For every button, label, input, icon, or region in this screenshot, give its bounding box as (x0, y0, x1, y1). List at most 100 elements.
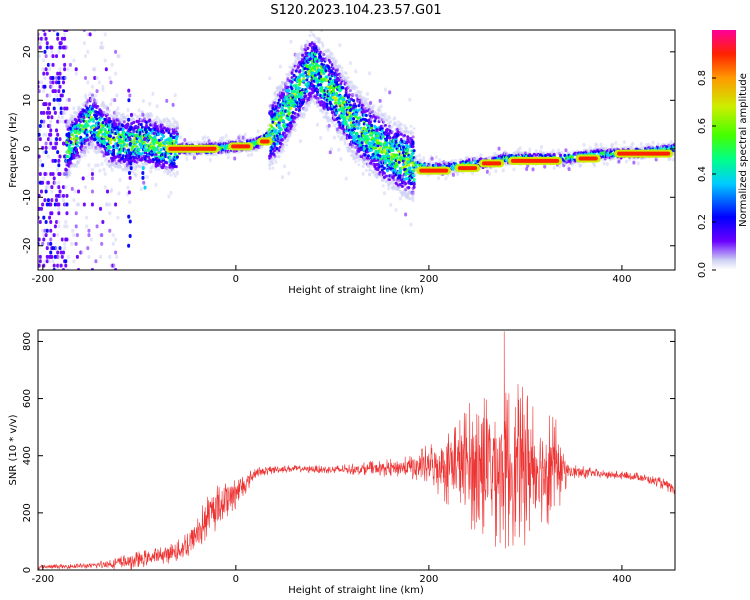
spectrogram-cell (167, 194, 171, 199)
spectrogram-cell (45, 185, 49, 190)
spectrogram-cell (51, 259, 55, 264)
spectrogram-cell (341, 124, 345, 128)
spectrogram-cell (411, 198, 415, 203)
spectrogram-cell (84, 148, 88, 152)
spectrogram-cell (364, 169, 368, 173)
spectrogram-cell (86, 32, 90, 37)
spectrogram-cell (58, 67, 62, 72)
spectrogram-cell (49, 137, 53, 142)
spectrogram-cell (74, 224, 78, 229)
spectrogram-cell (349, 80, 353, 84)
spectrogram-cell (334, 101, 338, 105)
spectrogram-cell (107, 116, 111, 121)
spectrogram-cell (57, 220, 61, 224)
spectrogram-cell (321, 42, 325, 46)
spectrogram-cell (50, 189, 54, 194)
spectrogram-cell (42, 150, 46, 155)
spectrogram-cell (38, 45, 42, 50)
spectrogram-cell (407, 140, 411, 144)
spectrogram-cell (274, 160, 278, 164)
spectrogram-cell (121, 154, 125, 158)
spectrogram-cell (87, 233, 91, 238)
spectrogram-cell (114, 202, 118, 207)
spectrogram-cell (411, 135, 415, 139)
spectrogram-cell (63, 62, 67, 67)
spectrogram-cell (372, 104, 376, 108)
spectrogram-cell (288, 111, 292, 115)
spectrogram-cell (50, 254, 54, 259)
spectrogram-cell (183, 137, 187, 142)
spectrogram-cell (148, 101, 152, 106)
spectrogram-cell (108, 134, 112, 138)
spectrogram-cell (48, 215, 52, 220)
spectrogram-cell (109, 102, 113, 107)
spectrogram-cell (357, 104, 361, 108)
spectrogram-cell (412, 185, 416, 189)
spectrogram-cell (60, 36, 64, 41)
spectrogram-cell (382, 191, 386, 196)
spectrogram-cell (399, 123, 403, 127)
spectrogram-cell (48, 67, 52, 72)
spectrogram-cell (250, 152, 254, 157)
spectrogram-cell (53, 224, 57, 229)
spectrogram-cell (100, 161, 104, 166)
spectrogram-cell (378, 98, 382, 103)
spectrogram-cell (75, 254, 79, 259)
spectrogram-cell (63, 172, 67, 176)
spectrogram-cell (100, 128, 104, 132)
spectrogram-cell (48, 259, 52, 264)
spectrogram-cell (320, 86, 324, 90)
spectrogram-cell (58, 97, 62, 102)
spectrogram-cell (52, 198, 56, 203)
spectrogram-cell (49, 132, 53, 137)
spectrogram-cell (112, 263, 116, 268)
spectrogram-cell (59, 263, 63, 268)
spectrogram-cell (76, 141, 80, 145)
spectrogram-cell (319, 135, 323, 140)
spectrogram-cell (412, 149, 416, 153)
spectrogram-cell (282, 149, 286, 153)
spectrogram-cell (65, 224, 69, 229)
spectrogram-cell (50, 198, 54, 203)
spectrogram-cell (150, 114, 154, 118)
spectrogram-cell (107, 109, 111, 113)
spectrogram-cell (55, 246, 59, 251)
spectrogram-cell (91, 117, 95, 121)
spectrogram-cell (100, 233, 104, 238)
spectrogram-cell (102, 145, 106, 149)
spectrogram-cell (282, 88, 286, 93)
spectrogram-cell (44, 150, 48, 155)
spectrogram-cell (51, 145, 55, 150)
spectrogram-cell (44, 36, 48, 41)
spectrogram-cell (59, 45, 63, 50)
spectrogram-cell (78, 130, 82, 134)
spectrogram-cell (86, 80, 90, 85)
spectrogram-cell (75, 233, 79, 238)
spectrogram-cell (130, 147, 134, 151)
spectrogram-cell (105, 202, 109, 207)
spectrogram-cell (44, 67, 48, 72)
spectrogram-cell (95, 76, 99, 80)
spectrogram-cell (78, 158, 82, 162)
spectrogram-cell (411, 191, 415, 195)
spectrogram-cell (56, 119, 60, 124)
spectrogram-cell (354, 104, 358, 108)
spectrogram-cell (46, 137, 50, 142)
spectrogram-cell (67, 173, 71, 178)
spectrogram-cell (165, 98, 169, 103)
spectrogram-cell (108, 211, 112, 216)
spectrogram-cell (56, 32, 60, 37)
spectrogram-cell (399, 127, 403, 131)
spectrogram-cell (192, 140, 196, 144)
spectrogram-cell (42, 119, 46, 124)
spectrogram-cell (388, 116, 392, 120)
spectrogram-cell (289, 39, 293, 44)
spectrogram-cell (91, 143, 95, 147)
spectrogram-cell (63, 241, 67, 246)
spectrogram-cell (370, 123, 374, 128)
spectrogram-cell (42, 89, 46, 94)
spectrogram-cell (38, 254, 42, 259)
spectrogram-cell (359, 90, 363, 94)
spectrogram-cell (53, 158, 57, 163)
spectrogram-cell (102, 167, 106, 172)
